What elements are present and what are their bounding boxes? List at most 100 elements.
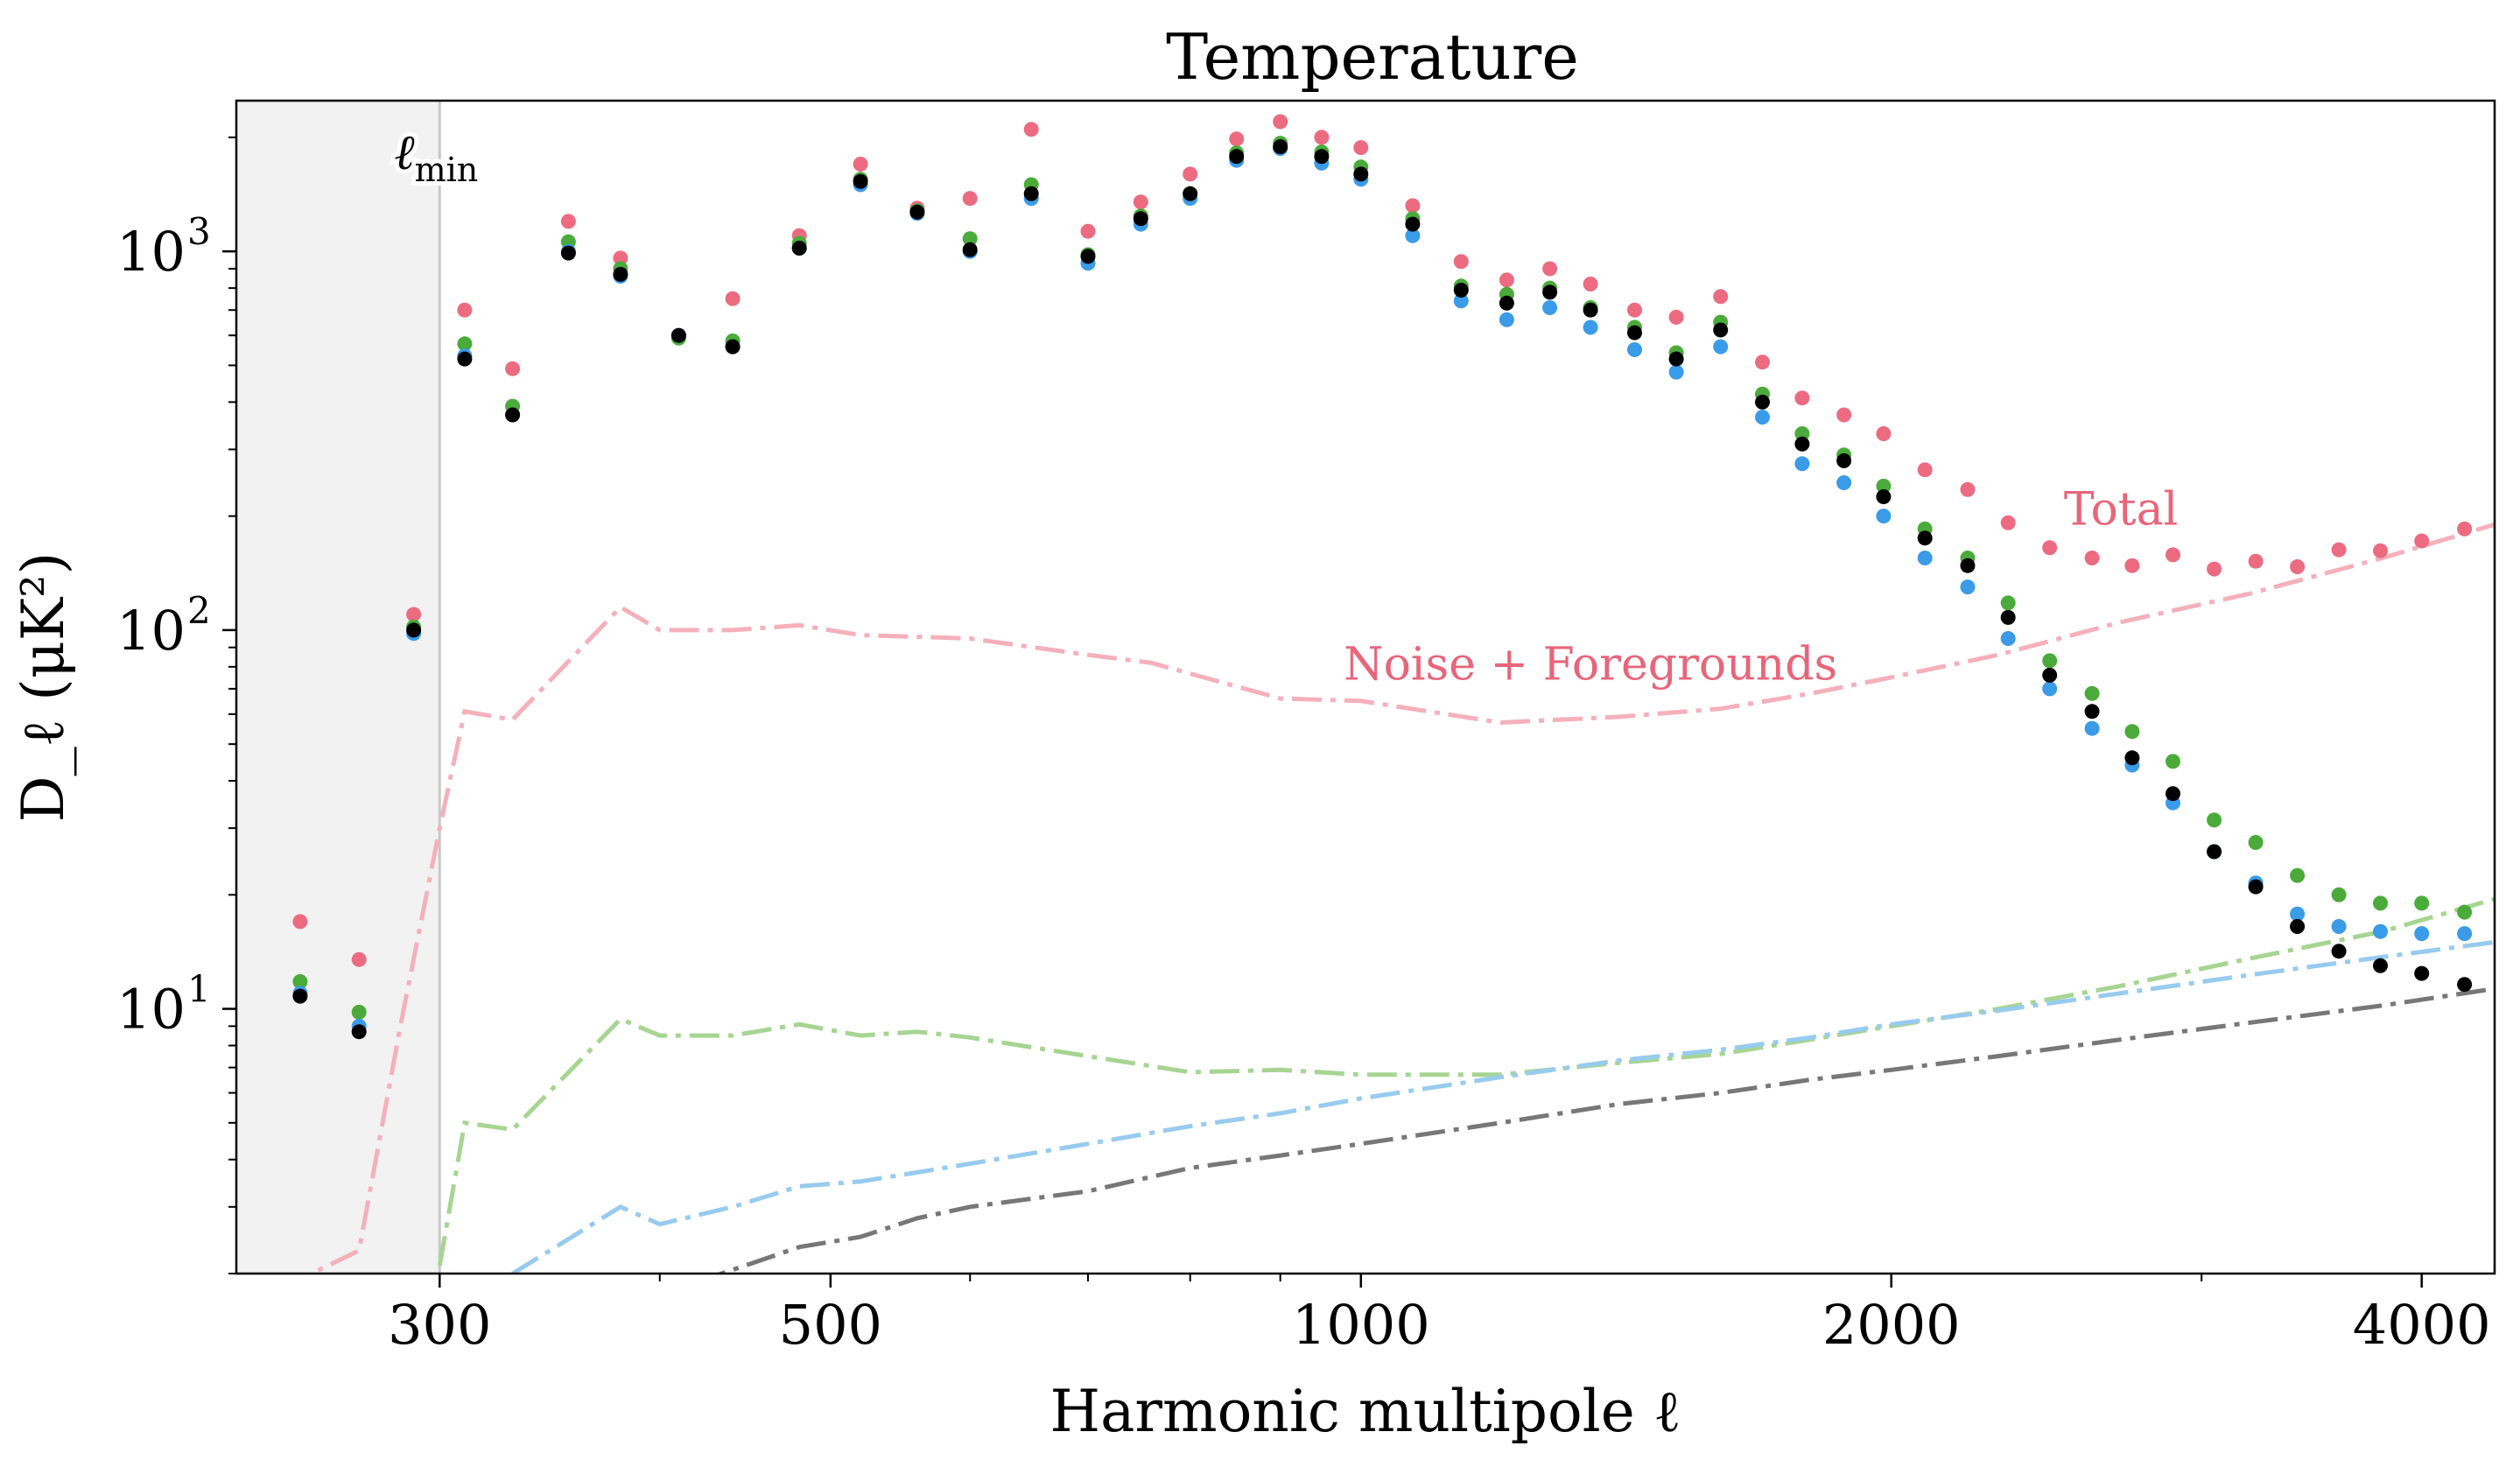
data-point-black	[1627, 325, 1642, 340]
data-point-green	[2331, 887, 2347, 902]
data-point-total	[1353, 140, 1369, 156]
data-point-total	[1023, 122, 1039, 137]
data-point-total	[2166, 547, 2180, 563]
data-point-total	[1542, 261, 1558, 277]
data-point-black	[1499, 295, 1514, 311]
data-point-blue	[1405, 228, 1421, 243]
data-point-total	[2248, 553, 2264, 569]
data-point-total	[1229, 131, 1245, 147]
data-point-green	[2207, 812, 2222, 828]
data-point-total	[1876, 426, 1892, 441]
data-point-total	[1960, 481, 1976, 497]
data-point-blue	[1583, 319, 1598, 335]
data-point-total	[406, 607, 422, 622]
data-point-total	[1273, 114, 1288, 130]
data-point-black	[1876, 489, 1892, 504]
data-point-blue	[2000, 631, 2016, 646]
model-curve-gray_line	[714, 986, 2495, 1274]
data-point-total	[351, 951, 367, 967]
lmin-label-subscript: min	[415, 151, 479, 189]
data-point-black	[560, 245, 576, 261]
data-point-blue	[1836, 475, 1852, 490]
data-point-black	[1453, 283, 1469, 298]
data-point-total	[1183, 166, 1198, 182]
data-point-black	[1183, 186, 1198, 201]
data-point-blue	[1627, 342, 1642, 357]
data-point-blue	[1917, 551, 1933, 565]
data-point-blue	[1713, 339, 1729, 354]
data-point-green	[2290, 867, 2306, 883]
data-point-green	[2042, 653, 2058, 669]
data-point-black	[2042, 667, 2058, 683]
data-point-total	[2457, 521, 2473, 537]
data-point-total	[1627, 302, 1642, 318]
data-point-total	[1755, 354, 1770, 370]
data-point-black	[1960, 558, 1976, 573]
data-point-black	[1755, 394, 1770, 410]
annotation-1: Noise + Foregrounds	[1344, 638, 1837, 691]
data-point-black	[1229, 149, 1245, 165]
data-point-black	[1314, 149, 1330, 165]
data-point-black	[2000, 609, 2016, 625]
data-point-black	[351, 1024, 367, 1040]
data-point-black	[505, 407, 521, 423]
y-tick-label: 10	[116, 978, 186, 1042]
data-point-black	[725, 339, 741, 354]
data-point-total	[2331, 542, 2347, 558]
data-point-blue	[1960, 579, 1976, 595]
data-point-blue	[2290, 906, 2306, 922]
data-point-black	[791, 241, 807, 256]
data-point-total	[1133, 194, 1148, 210]
model-curve-pink_line	[306, 522, 2495, 1274]
data-point-total	[1453, 254, 1469, 270]
data-point-blue	[2042, 681, 2058, 697]
data-point-total	[2000, 515, 2016, 530]
data-point-green	[2457, 904, 2473, 920]
data-point-green	[2084, 685, 2100, 701]
data-point-black	[2373, 958, 2388, 973]
data-point-black	[1836, 453, 1852, 468]
data-point-total	[2084, 551, 2100, 565]
data-point-black	[2166, 786, 2180, 802]
data-point-green	[2414, 895, 2430, 911]
data-point-black	[1917, 530, 1933, 546]
data-point-blue	[1794, 456, 1810, 472]
data-point-black	[909, 204, 925, 220]
y-tick-label: 10	[116, 599, 186, 663]
data-point-black	[2414, 965, 2430, 981]
y-tick-label: 10	[116, 220, 186, 284]
data-point-blue	[1499, 312, 1514, 327]
data-point-green	[2373, 895, 2388, 911]
data-point-black	[406, 622, 422, 638]
data-point-black	[2084, 704, 2100, 719]
data-point-total	[2207, 561, 2222, 577]
data-point-black	[1542, 284, 1558, 300]
y-tick-exponent: 1	[187, 968, 211, 1011]
plot-frame	[235, 99, 2496, 1275]
model-curve-green_line	[437, 896, 2495, 1267]
data-point-black	[2290, 919, 2306, 934]
data-point-black	[962, 242, 978, 257]
data-point-total	[292, 914, 308, 930]
data-point-black	[1023, 186, 1039, 201]
data-point-blue	[2414, 926, 2430, 942]
x-tick-label: 300	[388, 1293, 491, 1357]
data-point-black	[1713, 322, 1729, 338]
x-axis-label: Harmonic multipole ℓ	[1050, 1378, 1681, 1445]
data-point-total	[2290, 559, 2306, 574]
data-point-green	[2000, 595, 2016, 611]
data-point-green	[962, 231, 978, 247]
y-tick-exponent: 2	[187, 589, 211, 632]
x-tick-label: 500	[779, 1293, 882, 1357]
data-point-black	[1273, 139, 1288, 155]
data-point-black	[1080, 249, 1096, 264]
data-point-total	[725, 291, 741, 306]
data-point-green	[2166, 754, 2180, 769]
data-point-green	[351, 1004, 367, 1020]
data-point-total	[962, 191, 978, 207]
data-point-black	[1405, 216, 1421, 232]
data-point-black	[1133, 211, 1148, 227]
data-point-blue	[2373, 923, 2388, 939]
